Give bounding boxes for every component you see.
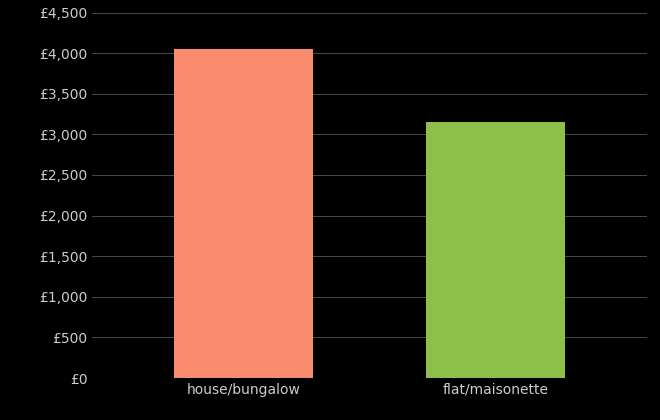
Bar: [174, 49, 313, 378]
Bar: [426, 122, 565, 378]
